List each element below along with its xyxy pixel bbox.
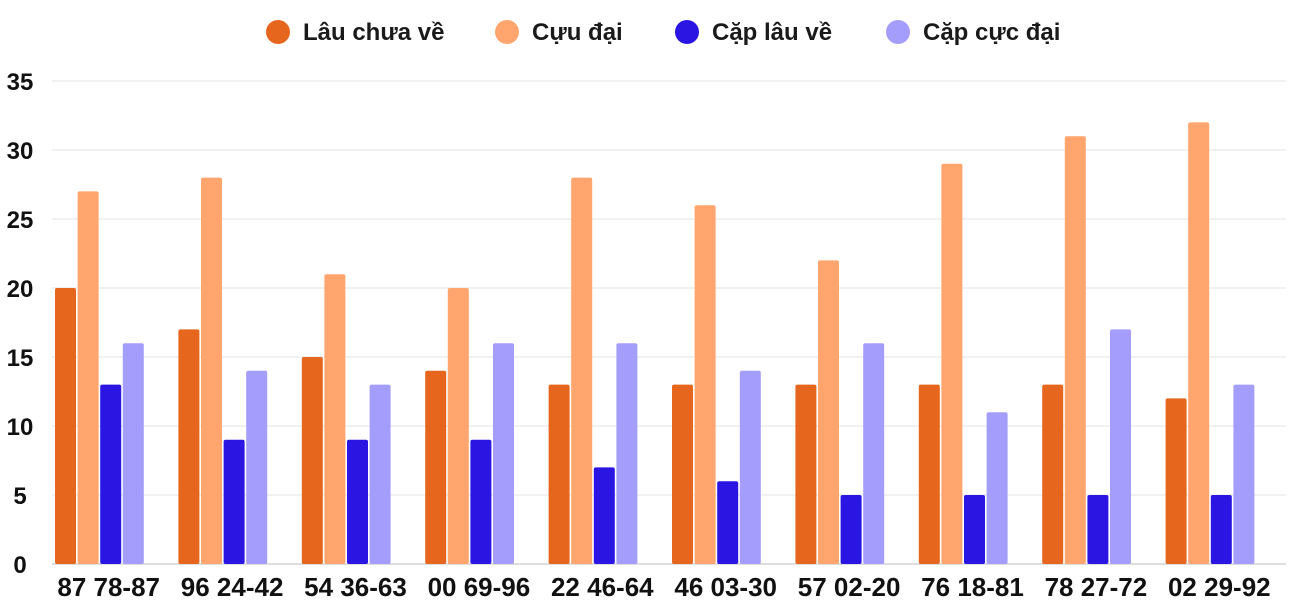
y-tick-label-0: 0 xyxy=(13,552,26,579)
x-tick-label-7: 57 02-20 xyxy=(798,572,901,600)
y-tick-label-30: 30 xyxy=(7,138,34,165)
y-tick-label-25: 25 xyxy=(7,207,34,234)
y-tick-label-15: 15 xyxy=(7,345,34,372)
bar-3-5 xyxy=(593,467,615,564)
y-tick-label-5: 5 xyxy=(13,483,26,510)
legend: Lâu chưa về Cựu đại Cặp lâu về Cặp cực đại xyxy=(266,19,1060,46)
bar-4-2 xyxy=(246,370,268,564)
y-tick-label-35: 35 xyxy=(7,69,34,96)
legend-swatch-1 xyxy=(266,20,290,44)
bar-4-5 xyxy=(616,343,638,564)
bar-1-10 xyxy=(1165,398,1187,564)
bar-1-7 xyxy=(795,384,817,564)
bar-3-1 xyxy=(100,384,122,564)
x-tick-label-4: 00 69-96 xyxy=(428,572,531,600)
x-tick-label-10: 02 29-92 xyxy=(1168,572,1271,600)
bar-3-6 xyxy=(717,481,739,564)
bar-2-9 xyxy=(1064,136,1086,564)
bar-2-1 xyxy=(77,191,99,564)
x-tick-label-6: 46 03-30 xyxy=(674,572,777,600)
legend-label-3: Cặp lâu về xyxy=(712,19,832,46)
bar-4-10 xyxy=(1233,384,1255,564)
x-tick-label-3: 54 36-63 xyxy=(304,572,407,600)
legend-label-1: Lâu chưa về xyxy=(303,19,444,46)
y-tick-label-20: 20 xyxy=(7,276,34,303)
x-tick-label-5: 22 46-64 xyxy=(551,572,654,600)
bar-4-8 xyxy=(986,412,1008,564)
bar-2-6 xyxy=(694,205,716,564)
bar-2-3 xyxy=(324,274,346,564)
bar-3-3 xyxy=(347,439,368,564)
bar-1-8 xyxy=(918,384,940,564)
legend-swatch-3 xyxy=(675,20,699,44)
bar-1-5 xyxy=(548,384,570,564)
bar-3-7 xyxy=(840,495,862,564)
bar-1-4 xyxy=(425,370,447,564)
bar-3-10 xyxy=(1210,495,1232,564)
bar-2-7 xyxy=(818,260,839,564)
bar-2-8 xyxy=(941,163,963,565)
x-tick-label-1: 87 78-87 xyxy=(57,572,160,600)
legend-label-4: Cặp cực đại xyxy=(923,19,1060,46)
legend-swatch-4 xyxy=(886,20,910,44)
y-axis: 0 5 10 15 20 25 30 35 xyxy=(7,69,34,579)
bar-1-2 xyxy=(178,329,200,564)
legend-swatch-2 xyxy=(495,20,519,44)
x-tick-label-9: 78 27-72 xyxy=(1045,572,1148,600)
bar-3-2 xyxy=(223,439,245,564)
bar-3-9 xyxy=(1087,495,1109,564)
bar-4-9 xyxy=(1110,329,1131,564)
bar-4-7 xyxy=(863,343,885,564)
bar-2-5 xyxy=(571,177,593,564)
legend-label-2: Cựu đại xyxy=(532,19,623,46)
bar-4-6 xyxy=(739,370,761,564)
bar-4-4 xyxy=(493,343,514,564)
bar-3-4 xyxy=(470,439,492,564)
bar-1-1 xyxy=(55,288,76,564)
x-axis: 87 78-87 96 24-42 54 36-63 00 69-96 22 46-64… xyxy=(57,572,1271,602)
bar-2-10 xyxy=(1188,122,1210,565)
bar-3-8 xyxy=(964,495,985,564)
bar-2-4 xyxy=(447,288,469,564)
bar-2-2 xyxy=(201,177,222,564)
y-tick-label-10: 10 xyxy=(7,414,34,441)
bar-4-3 xyxy=(369,384,391,564)
bar-4-1 xyxy=(122,343,144,564)
bars xyxy=(55,122,1255,565)
x-tick-label-2: 96 24-42 xyxy=(181,572,284,600)
bar-1-9 xyxy=(1042,384,1064,564)
bar-1-6 xyxy=(672,384,693,564)
x-tick-label-8: 76 18-81 xyxy=(921,572,1024,600)
bar-1-3 xyxy=(301,357,323,564)
